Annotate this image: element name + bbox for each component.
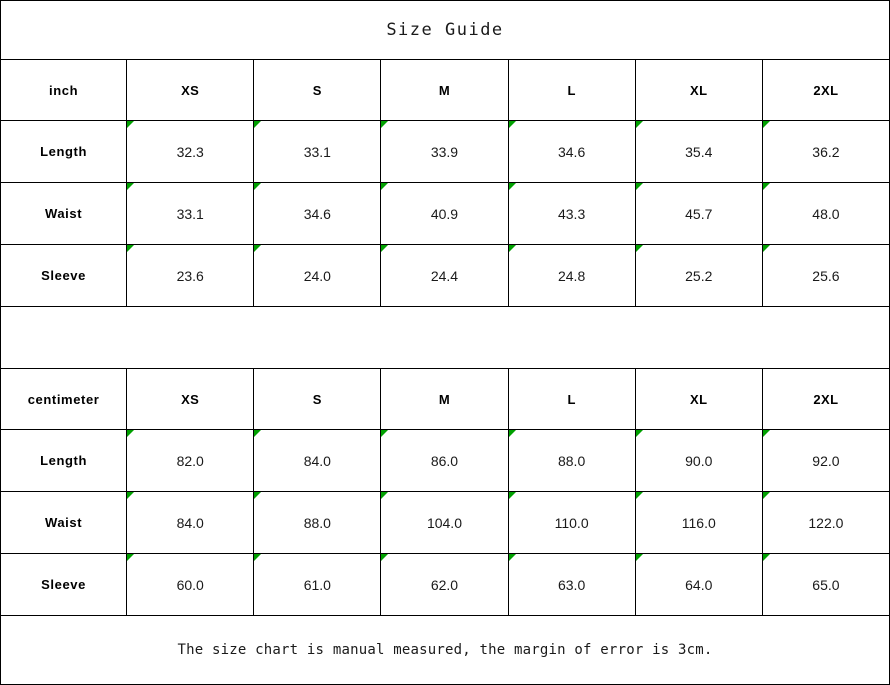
centimeter-sleeve-s: 61.0 — [253, 553, 382, 616]
centimeter-size-header-2xl: 2XL — [761, 368, 890, 430]
centimeter-size-header-s: S — [253, 368, 382, 430]
inch-sleeve-xs: 23.6 — [126, 244, 255, 307]
inch-unit-header: inch — [0, 59, 128, 121]
centimeter-length-s: 84.0 — [253, 429, 382, 492]
inch-size-header-m: M — [380, 59, 509, 121]
centimeter-size-header-xs: XS — [126, 368, 255, 430]
centimeter-length-xs: 82.0 — [126, 429, 255, 492]
centimeter-unit-header: centimeter — [0, 368, 128, 430]
centimeter-sleeve-l: 63.0 — [507, 553, 636, 616]
inch-length-2xl: 36.2 — [761, 120, 890, 183]
table-row: Length 32.3 33.1 33.9 34.6 35.4 36.2 — [0, 120, 890, 183]
table-row: Length 82.0 84.0 86.0 88.0 90.0 92.0 — [0, 429, 890, 492]
centimeter-length-2xl: 92.0 — [761, 429, 890, 492]
centimeter-waist-xl: 116.0 — [634, 491, 763, 554]
centimeter-row-label-sleeve: Sleeve — [0, 553, 128, 616]
centimeter-size-header-xl: XL — [634, 368, 763, 430]
centimeter-header-row: centimeter XS S M L XL 2XL — [0, 368, 890, 430]
centimeter-length-m: 86.0 — [380, 429, 509, 492]
centimeter-waist-2xl: 122.0 — [761, 491, 890, 554]
centimeter-size-header-m: M — [380, 368, 509, 430]
table-row: Sleeve 60.0 61.0 62.0 63.0 64.0 65.0 — [0, 553, 890, 616]
inch-size-header-xs: XS — [126, 59, 255, 121]
inch-header-row: inch XS S M L XL 2XL — [0, 59, 890, 121]
centimeter-row-label-waist: Waist — [0, 491, 128, 554]
centimeter-row-label-length: Length — [0, 429, 128, 492]
inch-size-header-2xl: 2XL — [761, 59, 890, 121]
inch-sleeve-2xl: 25.6 — [761, 244, 890, 307]
inch-length-l: 34.6 — [507, 120, 636, 183]
spacer-row — [0, 306, 890, 369]
inch-waist-l: 43.3 — [507, 182, 636, 245]
inch-waist-xl: 45.7 — [634, 182, 763, 245]
centimeter-sleeve-m: 62.0 — [380, 553, 509, 616]
table-row: Sleeve 23.6 24.0 24.4 24.8 25.2 25.6 — [0, 244, 890, 307]
inch-waist-s: 34.6 — [253, 182, 382, 245]
inch-waist-2xl: 48.0 — [761, 182, 890, 245]
centimeter-waist-m: 104.0 — [380, 491, 509, 554]
centimeter-sleeve-xl: 64.0 — [634, 553, 763, 616]
centimeter-waist-s: 88.0 — [253, 491, 382, 554]
inch-size-header-l: L — [507, 59, 636, 121]
inch-length-s: 33.1 — [253, 120, 382, 183]
inch-row-label-length: Length — [0, 120, 128, 183]
spacer-cell — [0, 306, 890, 369]
measurement-disclaimer: The size chart is manual measured, the m… — [0, 615, 890, 685]
title-row: Size Guide — [0, 0, 890, 60]
inch-sleeve-xl: 25.2 — [634, 244, 763, 307]
centimeter-waist-l: 110.0 — [507, 491, 636, 554]
inch-length-xs: 32.3 — [126, 120, 255, 183]
centimeter-length-l: 88.0 — [507, 429, 636, 492]
inch-length-xl: 35.4 — [634, 120, 763, 183]
inch-sleeve-s: 24.0 — [253, 244, 382, 307]
inch-row-label-sleeve: Sleeve — [0, 244, 128, 307]
inch-length-m: 33.9 — [380, 120, 509, 183]
centimeter-size-header-l: L — [507, 368, 636, 430]
centimeter-sleeve-2xl: 65.0 — [761, 553, 890, 616]
inch-size-header-xl: XL — [634, 59, 763, 121]
inch-waist-m: 40.9 — [380, 182, 509, 245]
table-row: Waist 84.0 88.0 104.0 110.0 116.0 122.0 — [0, 491, 890, 554]
inch-sleeve-l: 24.8 — [507, 244, 636, 307]
centimeter-waist-xs: 84.0 — [126, 491, 255, 554]
page-title: Size Guide — [0, 0, 890, 60]
inch-size-header-s: S — [253, 59, 382, 121]
table-row: Waist 33.1 34.6 40.9 43.3 45.7 48.0 — [0, 182, 890, 245]
inch-waist-xs: 33.1 — [126, 182, 255, 245]
centimeter-sleeve-xs: 60.0 — [126, 553, 255, 616]
inch-sleeve-m: 24.4 — [380, 244, 509, 307]
inch-row-label-waist: Waist — [0, 182, 128, 245]
footer-row: The size chart is manual measured, the m… — [0, 615, 890, 685]
centimeter-length-xl: 90.0 — [634, 429, 763, 492]
